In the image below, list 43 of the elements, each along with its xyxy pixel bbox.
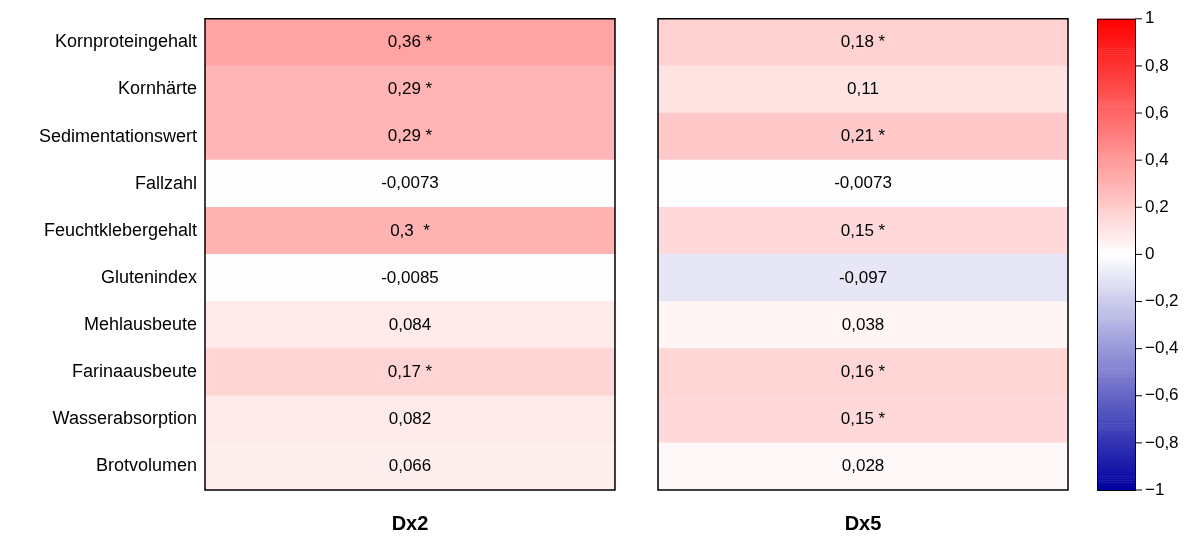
data-label: 0,17 * <box>387 361 433 381</box>
y-tick-label: Kornproteingehalt <box>54 31 197 52</box>
data-label: 0,36 * <box>387 32 433 52</box>
data-label: 0,15 * <box>840 220 886 240</box>
color-bar-label: 0,2 <box>1145 196 1169 216</box>
y-tick-label: Feuchtklebergehalt <box>43 219 197 240</box>
color-bar-label: 0 <box>1145 244 1155 264</box>
y-tick-label: Brotvolumen <box>95 455 197 476</box>
y-tick-label: Fallzahl <box>134 172 197 193</box>
color-bar-label: 0,4 <box>1145 149 1169 169</box>
x-tick-label: Dx2 <box>391 511 429 534</box>
data-label: 0,066 <box>388 456 432 476</box>
color-bar-label: 0,6 <box>1145 102 1169 122</box>
data-label: 0,21 * <box>840 126 886 146</box>
data-label: 0,16 * <box>840 361 886 381</box>
data-label: 0,11 <box>847 79 879 99</box>
y-tick-label: Wasserabsorption <box>52 408 197 429</box>
data-label: 0,028 <box>841 456 885 476</box>
y-tick-label: Kornhärte <box>117 78 197 99</box>
data-label: 0,29 * <box>387 126 433 146</box>
data-label: 0,18 * <box>840 32 886 52</box>
y-tick-label: Mehlausbeute <box>83 314 197 335</box>
data-label: 0,082 <box>388 409 432 429</box>
data-label: 0,15 * <box>840 409 886 429</box>
data-label: -0,0073 <box>381 173 439 193</box>
color-bar-label: −0,4 <box>1145 338 1179 358</box>
data-label: -0,0073 <box>834 173 892 193</box>
x-tick-label: Dx5 <box>844 511 882 534</box>
data-label: 0,038 <box>841 314 885 334</box>
color-bar-label: −1 <box>1145 479 1165 499</box>
data-label: -0,0085 <box>381 267 439 287</box>
color-bar-label: 1 <box>1145 8 1155 28</box>
data-label: 0,084 <box>388 314 432 334</box>
color-bar-label: 0,8 <box>1145 55 1169 75</box>
data-label: 0,3 * <box>390 220 431 240</box>
color-bar-label: −0,6 <box>1145 385 1179 405</box>
data-label: -0,097 <box>838 267 888 287</box>
data-label: 0,29 * <box>387 79 433 99</box>
y-tick-label: Farinaausbeute <box>71 361 197 382</box>
color-bar-label: −0,2 <box>1145 291 1179 311</box>
y-tick-label: Sedimentationswert <box>38 125 197 146</box>
color-bar-label: −0,8 <box>1145 432 1179 452</box>
y-tick-label: Glutenindex <box>100 266 197 287</box>
